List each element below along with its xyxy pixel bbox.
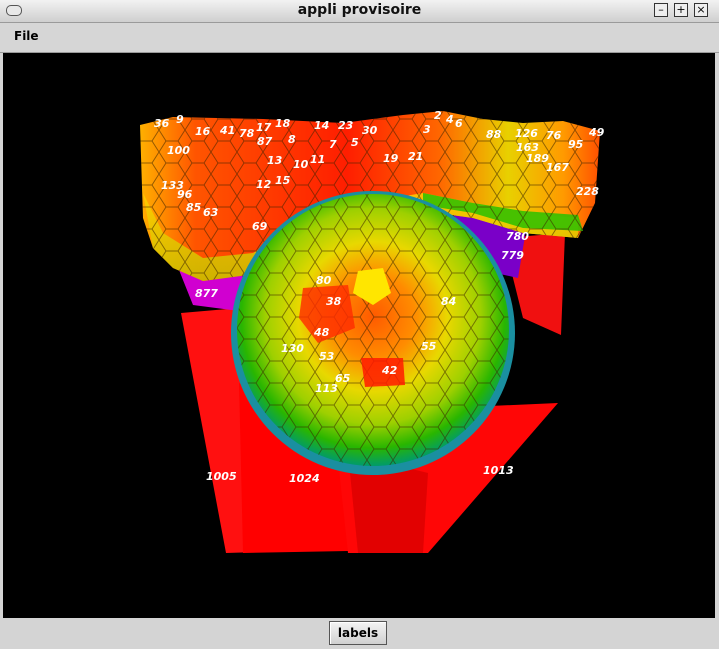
- cell-label: 100: [167, 144, 190, 157]
- cell-label: 78: [239, 127, 255, 140]
- cell-label: 19: [383, 152, 399, 165]
- cell-label: 11: [310, 153, 325, 166]
- cell-label: 80: [316, 274, 332, 287]
- cell-label: 48: [313, 326, 330, 339]
- cell-label: 95: [568, 138, 584, 151]
- cell-label: 18: [275, 117, 291, 130]
- menu-bar: File: [0, 23, 719, 53]
- cell-label: 87: [257, 135, 273, 148]
- cell-label: 163: [516, 141, 539, 154]
- window-menu-icon[interactable]: [6, 5, 22, 16]
- cell-label: 63: [203, 206, 219, 219]
- cell-label: 16: [195, 125, 211, 138]
- cell-label: 88: [486, 128, 502, 141]
- cell-label: 8: [288, 133, 296, 146]
- window-title: appli provisoire: [297, 2, 422, 18]
- cell-label: 14: [314, 119, 329, 132]
- cell-label: 779: [501, 249, 524, 262]
- cell-label: 9: [176, 113, 184, 126]
- sphere-red-patch: [299, 285, 355, 343]
- cell-label: 17: [256, 121, 272, 134]
- cell-label: 23: [338, 119, 354, 132]
- cell-label: 15: [275, 174, 291, 187]
- cell-label: 38: [326, 295, 342, 308]
- cell-label: 36: [154, 117, 170, 130]
- cell-label: 76: [546, 129, 562, 142]
- sphere-highlight: [353, 268, 391, 305]
- sphere-cells: [237, 194, 509, 466]
- cell-label: 12: [256, 178, 272, 191]
- maximize-icon[interactable]: +: [674, 3, 688, 17]
- cell-label: 877: [195, 287, 218, 300]
- menu-file[interactable]: File: [14, 29, 39, 43]
- labels-button[interactable]: labels: [329, 621, 387, 645]
- cell-label: 41: [219, 124, 235, 137]
- sphere-red-patch-2: [361, 358, 405, 387]
- cell-label: 65: [335, 372, 351, 385]
- cell-label: 4: [445, 113, 454, 126]
- cell-label: 85: [186, 201, 202, 214]
- cell-label: 21: [408, 150, 423, 163]
- cell-labels: 36 9 16 41 78 17 18 14 23 30 2 4 6 3 88 …: [154, 109, 605, 485]
- cell-label: 189: [526, 152, 549, 165]
- cell-label: 30: [362, 124, 378, 137]
- cell-label: 2: [434, 109, 442, 122]
- cell-label: 780: [506, 230, 529, 243]
- cell-label: 7: [329, 138, 337, 151]
- cell-label: 5: [351, 136, 359, 149]
- cell-label: 69: [252, 220, 268, 233]
- close-icon[interactable]: ×: [694, 3, 708, 17]
- cell-label: 126: [515, 127, 538, 140]
- cell-label: 1013: [483, 464, 514, 477]
- cell-label: 130: [281, 342, 304, 355]
- cell-label: 13: [267, 154, 283, 167]
- cell-label: 167: [546, 161, 569, 174]
- cell-label: 6: [455, 117, 463, 130]
- cell-label: 10: [293, 158, 309, 171]
- cell-label: 228: [576, 185, 599, 198]
- 3d-viewport[interactable]: 36 9 16 41 78 17 18 14 23 30 2 4 6 3 88 …: [3, 53, 715, 618]
- cell-label: 1024: [289, 472, 320, 485]
- mesh-render[interactable]: 36 9 16 41 78 17 18 14 23 30 2 4 6 3 88 …: [3, 53, 715, 618]
- cell-label: 1005: [206, 470, 237, 483]
- cell-label: 55: [421, 340, 437, 353]
- cell-label: 133: [161, 179, 184, 192]
- cell-label: 84: [441, 295, 456, 308]
- cell-label: 3: [423, 123, 431, 136]
- cell-label: 113: [315, 382, 338, 395]
- lower-facet-shade: [348, 453, 428, 553]
- cell-label: 42: [381, 364, 398, 377]
- minimize-icon[interactable]: –: [654, 3, 668, 17]
- title-bar[interactable]: appli provisoire – + ×: [0, 0, 719, 23]
- cell-label: 96: [177, 188, 193, 201]
- cell-label: 49: [588, 126, 605, 139]
- bottom-bar: labels: [0, 618, 719, 649]
- cell-label: 53: [319, 350, 335, 363]
